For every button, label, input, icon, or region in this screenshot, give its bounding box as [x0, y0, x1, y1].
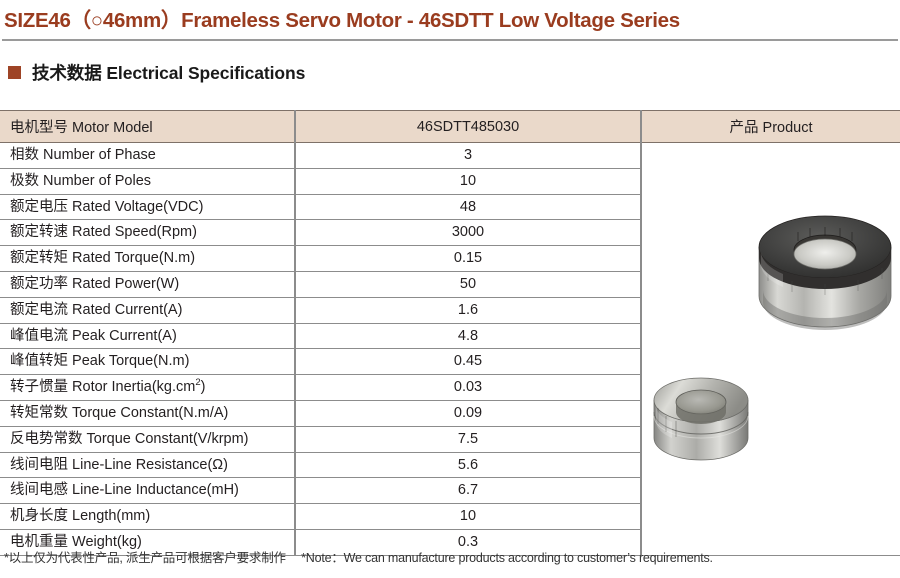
spec-label-cell: 线间电感 Line-Line Inductance(mH) — [0, 477, 296, 505]
product-figure — [642, 150, 900, 548]
spec-label-cell: 额定电压 Rated Voltage(VDC) — [0, 193, 296, 221]
specifications-table-container: 电机型号 Motor Model 46SDTT485030 产品 Product… — [0, 110, 900, 556]
column-header-product: 产品 Product — [641, 110, 900, 143]
table-row: 相数 Number of Phase 3 — [0, 142, 900, 556]
specifications-table: 电机型号 Motor Model 46SDTT485030 产品 Product… — [0, 110, 900, 556]
spec-value-cell: 6.7 — [295, 477, 642, 505]
table-row: 额定转速 Rated Speed(Rpm) 3000 — [0, 219, 900, 247]
spec-value-cell: 48 — [295, 193, 642, 221]
product-image-cell — [641, 142, 900, 556]
section-heading-label: 技术数据 Electrical Specifications — [32, 63, 306, 84]
spec-label-cell: 相数 Number of Phase — [0, 142, 296, 169]
stator-ring — [758, 215, 892, 330]
spec-value-cell: 4.8 — [295, 322, 642, 350]
spec-value-cell: 50 — [295, 270, 642, 298]
column-header-model-number: 46SDTT485030 — [295, 110, 642, 143]
table-header-row: 电机型号 Motor Model 46SDTT485030 产品 Product — [0, 110, 900, 143]
table-row: 峰值电流 Peak Current(A) 4.8 — [0, 322, 900, 350]
spec-label-cell: 反电势常数 Torque Constant(V/krpm) — [0, 425, 296, 453]
footnote: *以上仅为代表性产品, 派生产品可根据客户要求制作 *Note：We can m… — [4, 547, 713, 566]
footnote-english: *Note：We can manufacture products accord… — [301, 551, 713, 565]
spec-value-cell: 10 — [295, 167, 642, 195]
spec-value-cell: 0.3 — [295, 528, 642, 556]
spec-label-cell: 极数 Number of Poles — [0, 167, 296, 195]
table-row: 线间电阻 Line-Line Resistance(Ω) 5.6 — [0, 451, 900, 479]
page-title: SIZE46（○46mm）Frameless Servo Motor - 46S… — [4, 9, 680, 32]
title-divider — [2, 38, 898, 41]
spec-label-cell: 额定电流 Rated Current(A) — [0, 296, 296, 324]
spec-value-cell: 7.5 — [295, 425, 642, 453]
spec-value-cell: 3 — [295, 142, 642, 169]
spec-value-cell: 5.6 — [295, 451, 642, 479]
column-header-motor-model: 电机型号 Motor Model — [0, 110, 296, 143]
table-row: 峰值转矩 Peak Torque(N.m) 0.45 — [0, 348, 900, 376]
spec-label-cell: 峰值转矩 Peak Torque(N.m) — [0, 348, 296, 376]
spec-label-cell: 额定转速 Rated Speed(Rpm) — [0, 219, 296, 247]
spec-value-cell: 1.6 — [295, 296, 642, 324]
table-row: 额定转矩 Rated Torque(N.m) 0.15 — [0, 245, 900, 272]
spec-value-cell: 0.09 — [295, 399, 642, 427]
spec-value-cell: 0.03 — [295, 374, 642, 401]
spec-label-cell: 机身长度 Length(mm) — [0, 503, 296, 530]
spec-value-cell: 3000 — [295, 219, 642, 247]
spec-label-cell: 转矩常数 Torque Constant(N.m/A) — [0, 399, 296, 427]
table-row: 转子惯量 Rotor Inertia(kg.cm2) 0.03 — [0, 374, 900, 401]
table-row: 机身长度 Length(mm) 10 — [0, 503, 900, 530]
table-row: 额定电压 Rated Voltage(VDC) 48 — [0, 193, 900, 221]
spec-label-cell: 线间电阻 Line-Line Resistance(Ω) — [0, 451, 296, 479]
table-row: 电机重量 Weight(kg) 0.3 — [0, 528, 900, 556]
specifications-table-body: 相数 Number of Phase 3 极数 Number of Poles 10 额… — [0, 142, 900, 556]
table-row: 反电势常数 Torque Constant(V/krpm) 7.5 — [0, 425, 900, 453]
rotor-ring — [653, 377, 749, 461]
footnote-chinese: *以上仅为代表性产品, 派生产品可根据客户要求制作 — [4, 551, 286, 565]
spec-label-cell: 额定功率 Rated Power(W) — [0, 270, 296, 298]
spec-value-cell: 0.45 — [295, 348, 642, 376]
spec-value-cell: 0.15 — [295, 245, 642, 272]
spec-label-cell: 电机重量 Weight(kg) — [0, 528, 296, 556]
table-row: 额定功率 Rated Power(W) 50 — [0, 270, 900, 298]
spec-label-cell: 额定转矩 Rated Torque(N.m) — [0, 245, 296, 272]
table-row: 转矩常数 Torque Constant(N.m/A) 0.09 — [0, 399, 900, 427]
product-illustration-svg — [653, 215, 892, 461]
spec-label-cell: 峰值电流 Peak Current(A) — [0, 322, 296, 350]
square-bullet-icon — [8, 66, 21, 80]
section-header: 技术数据 Electrical Specifications — [0, 41, 900, 88]
spec-label-cell: 转子惯量 Rotor Inertia(kg.cm2) — [0, 374, 296, 401]
spec-value-cell: 10 — [295, 503, 642, 530]
